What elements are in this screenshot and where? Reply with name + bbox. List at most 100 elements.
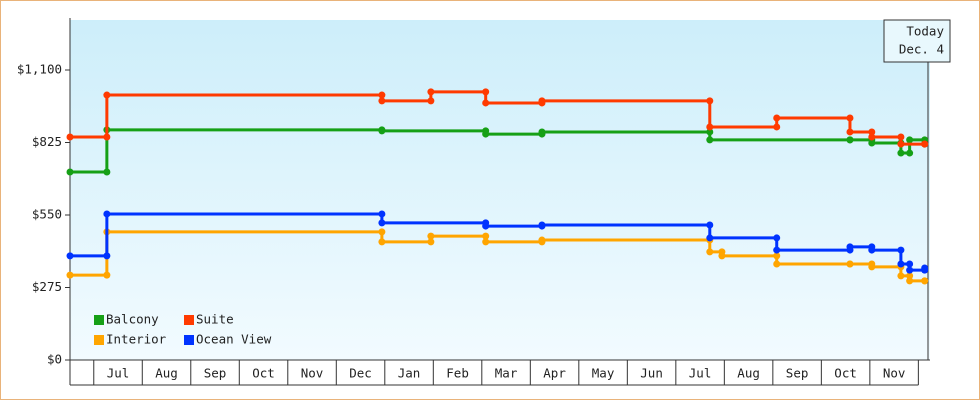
point xyxy=(897,140,905,148)
point xyxy=(66,168,74,176)
x-tick-label: Jan xyxy=(398,366,421,381)
point xyxy=(846,136,854,144)
x-tick-label: Feb xyxy=(446,366,469,381)
x-tick-label: Sep xyxy=(786,366,809,381)
step-corner xyxy=(773,123,781,131)
point xyxy=(482,99,490,107)
point xyxy=(538,236,546,244)
point xyxy=(846,243,854,251)
legend-swatch xyxy=(94,335,104,345)
step-corner xyxy=(103,271,111,279)
legend-label: Ocean View xyxy=(196,332,272,347)
x-tick-label: Jul xyxy=(689,366,712,381)
step-corner xyxy=(482,232,490,240)
y-tick-label: $275 xyxy=(32,279,62,294)
x-tick-label: Nov xyxy=(883,366,906,381)
x-tick-label: Dec xyxy=(349,366,372,381)
step-corner xyxy=(897,246,905,254)
point xyxy=(538,128,546,136)
x-tick-label: Aug xyxy=(155,366,178,381)
x-tick-label: Mar xyxy=(495,366,518,381)
y-tick-label: $550 xyxy=(32,207,62,222)
step-corner xyxy=(427,238,435,246)
step-corner xyxy=(906,149,914,157)
legend-swatch xyxy=(94,315,104,325)
point xyxy=(718,252,726,260)
point xyxy=(868,246,876,254)
point xyxy=(921,277,929,285)
point xyxy=(906,277,914,285)
point xyxy=(538,97,546,105)
point xyxy=(378,97,386,105)
point xyxy=(897,260,905,268)
point xyxy=(846,128,854,136)
point xyxy=(378,219,386,227)
x-tick-label: Jul xyxy=(107,366,130,381)
legend-label: Interior xyxy=(106,332,167,347)
today-date: Dec. 4 xyxy=(899,42,944,57)
point xyxy=(706,248,714,256)
point xyxy=(906,136,914,144)
point xyxy=(897,149,905,157)
point xyxy=(66,271,74,279)
point xyxy=(103,210,111,218)
x-tick-label: May xyxy=(592,366,615,381)
point xyxy=(921,264,929,272)
point xyxy=(773,260,781,268)
point xyxy=(868,139,876,147)
step-corner xyxy=(773,252,781,260)
point xyxy=(66,252,74,260)
step-corner xyxy=(103,133,111,141)
point xyxy=(846,260,854,268)
point xyxy=(378,238,386,246)
legend-label: Suite xyxy=(196,312,234,327)
x-tick-label: Oct xyxy=(252,366,275,381)
x-tick-label: Nov xyxy=(301,366,324,381)
y-tick-label: $1,100 xyxy=(17,62,62,77)
point xyxy=(66,133,74,141)
x-tick-label: Aug xyxy=(737,366,760,381)
legend-swatch xyxy=(184,315,194,325)
point xyxy=(906,266,914,274)
point xyxy=(868,133,876,141)
today-box xyxy=(883,19,951,63)
point xyxy=(427,88,435,96)
y-tick-label: $0 xyxy=(47,352,62,367)
step-corner xyxy=(706,221,714,229)
x-tick-label: Sep xyxy=(204,366,227,381)
step-corner xyxy=(378,91,386,99)
point xyxy=(427,232,435,240)
x-tick-label: Jun xyxy=(640,366,663,381)
point xyxy=(378,127,386,135)
today-label: Today xyxy=(906,24,944,39)
point xyxy=(482,130,490,138)
plot-area xyxy=(70,20,930,360)
step-corner xyxy=(103,168,111,176)
point xyxy=(538,221,546,229)
point xyxy=(897,272,905,280)
x-tick-label: Apr xyxy=(543,366,566,381)
step-corner xyxy=(706,97,714,105)
step-corner xyxy=(378,210,386,218)
step-corner xyxy=(773,234,781,242)
point xyxy=(773,114,781,122)
step-corner xyxy=(103,252,111,260)
x-tick-label: Oct xyxy=(834,366,857,381)
legend-swatch xyxy=(184,335,194,345)
point xyxy=(706,234,714,242)
step-corner xyxy=(868,128,876,136)
step-corner xyxy=(427,97,435,105)
step-corner xyxy=(378,228,386,236)
point xyxy=(868,263,876,271)
point xyxy=(482,238,490,246)
point xyxy=(773,246,781,254)
step-corner xyxy=(897,133,905,141)
point xyxy=(921,140,929,148)
point xyxy=(706,123,714,131)
step-corner xyxy=(906,272,914,280)
step-corner xyxy=(846,114,854,122)
step-corner xyxy=(482,88,490,96)
point xyxy=(482,222,490,230)
point xyxy=(706,136,714,144)
